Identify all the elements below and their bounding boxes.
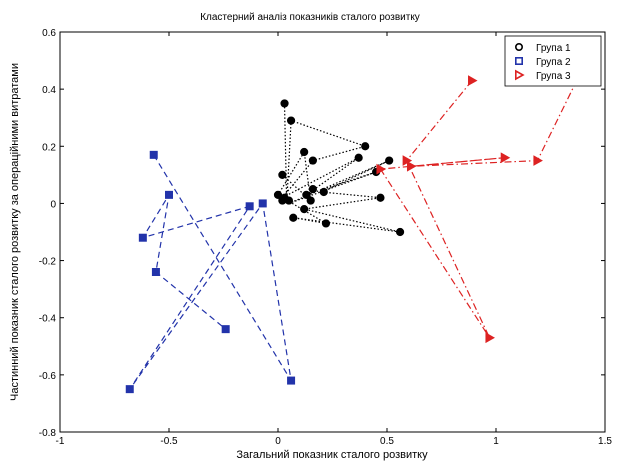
legend-label: Група 1 bbox=[536, 43, 571, 54]
series-1-point bbox=[306, 196, 315, 205]
y-tick-label: 0.4 bbox=[42, 85, 56, 96]
series-1-point bbox=[361, 142, 370, 151]
series-1-point bbox=[273, 190, 283, 199]
y-tick-label: -0.4 bbox=[39, 314, 57, 325]
series-1-point bbox=[300, 205, 309, 214]
series-1-point bbox=[278, 196, 287, 205]
x-tick-label: -1 bbox=[56, 436, 65, 447]
y-tick-label: 0.2 bbox=[42, 142, 56, 153]
series-1-point bbox=[308, 185, 317, 194]
series-1-point bbox=[354, 153, 363, 162]
series-2-point bbox=[258, 199, 267, 208]
series-2-point bbox=[151, 268, 160, 276]
series-1-point bbox=[289, 213, 298, 222]
legend: Група 1 Група 2 Група 3 bbox=[504, 35, 602, 87]
series-1-point bbox=[321, 219, 331, 228]
series-1-point bbox=[286, 116, 296, 125]
plot-area bbox=[59, 31, 606, 433]
x-tick-label: 1.5 bbox=[598, 436, 612, 447]
x-tick-label: 0.5 bbox=[380, 436, 394, 447]
legend-triangle-icon bbox=[514, 69, 525, 81]
series-3-point bbox=[485, 332, 495, 344]
series-2-point bbox=[125, 385, 134, 394]
series-2-point bbox=[138, 233, 147, 242]
chart-title: Кластерний аналіз показників сталого роз… bbox=[200, 12, 420, 23]
y-axis-label: Частинний показник сталого розвитку за о… bbox=[9, 63, 21, 401]
legend-square-icon bbox=[514, 56, 523, 65]
legend-label: Група 3 bbox=[536, 71, 571, 82]
series-3-line bbox=[379, 80, 578, 339]
legend-label: Група 2 bbox=[536, 57, 571, 68]
x-axis-label: Загальний показник сталого розвитку bbox=[236, 449, 428, 461]
series-2-point bbox=[165, 190, 173, 199]
x-tick-label: -0.5 bbox=[160, 436, 178, 447]
series-2-point bbox=[245, 202, 254, 211]
series-2-point bbox=[221, 325, 230, 334]
series-1-point bbox=[308, 156, 317, 165]
y-tick-label: -0.8 bbox=[39, 428, 57, 439]
series-1-point bbox=[319, 187, 328, 197]
series-1-point bbox=[376, 193, 385, 202]
series-3-point bbox=[533, 155, 543, 166]
y-tick-label: 0 bbox=[50, 199, 56, 210]
series-3-point bbox=[406, 160, 417, 172]
series-3-point bbox=[376, 163, 386, 175]
y-tick-label: -0.2 bbox=[39, 257, 57, 268]
axis-ticks: -1 -0.5 0 0.5 1 1.5 -0.8 -0.6 -0.4 -0.2 0 0.2 0.4 0.6 bbox=[39, 28, 613, 447]
series-2-point bbox=[287, 376, 296, 385]
series-1-point bbox=[385, 156, 394, 165]
x-tick-label: 0 bbox=[275, 436, 281, 447]
series-1-point bbox=[300, 147, 309, 157]
series-3-point bbox=[500, 152, 511, 164]
series-1-point bbox=[395, 227, 405, 237]
series-1-point bbox=[278, 170, 287, 179]
y-tick-label: 0.6 bbox=[42, 28, 56, 39]
series-2-point bbox=[149, 150, 158, 159]
y-tick-label: -0.6 bbox=[39, 371, 57, 382]
series-1-point bbox=[302, 190, 311, 199]
legend-circle-icon bbox=[514, 42, 523, 51]
series-1-point bbox=[280, 99, 289, 108]
x-tick-label: 1 bbox=[493, 436, 499, 447]
series-3-point bbox=[468, 75, 478, 86]
